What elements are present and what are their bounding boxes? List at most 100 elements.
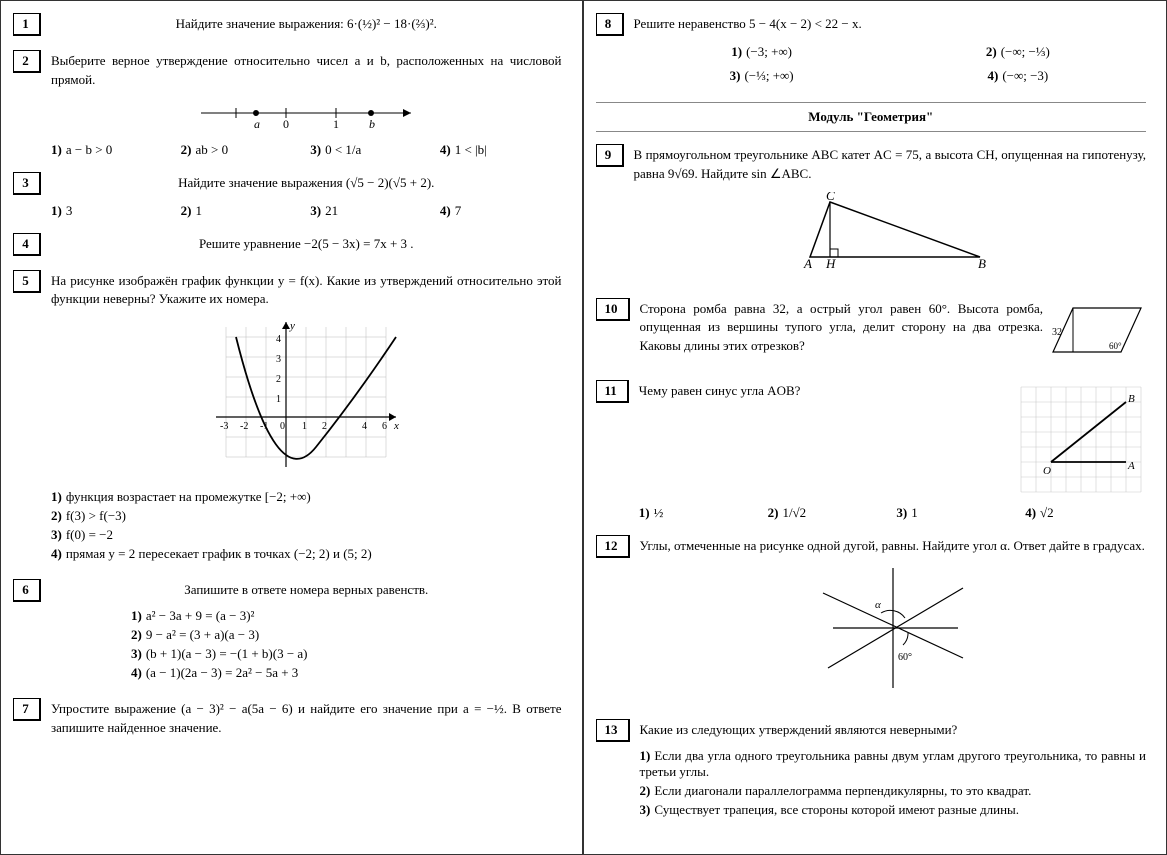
svg-text:a: a: [254, 117, 260, 128]
triangle-figure: A H C B: [634, 192, 1147, 276]
answer-opt: 21: [325, 203, 338, 218]
svg-text:0: 0: [280, 421, 285, 432]
statement: прямая y = 2 пересекает график в точках …: [66, 546, 372, 561]
statement: f(0) = −2: [66, 527, 113, 542]
problem-number: 5: [13, 270, 41, 293]
problem-number: 2: [13, 50, 41, 73]
answer-opt: 0 < 1/a: [325, 142, 361, 157]
page-right: 8 Решите неравенство 5 − 4(x − 2) < 22 −…: [584, 0, 1167, 855]
answer-opt: a − b > 0: [66, 142, 112, 157]
problem-text: Какие из следующих утверждений являются …: [640, 721, 1147, 740]
problem-6: 6 Запишите в ответе номера верных равенс…: [13, 579, 562, 684]
svg-text:B: B: [1128, 393, 1135, 405]
svg-text:4: 4: [276, 334, 281, 345]
statement: (b + 1)(a − 3) = −(1 + b)(3 − a): [146, 646, 308, 661]
statement: функция возрастает на промежутке [−2; +∞…: [66, 489, 311, 504]
problem-text: Запишите в ответе номера верных равенств…: [51, 581, 562, 600]
statement: Если два угла одного треугольника равны …: [640, 748, 1147, 779]
grid-angle-figure: O A B: [1016, 382, 1146, 501]
svg-text:x: x: [393, 420, 399, 432]
problem-10: 10 32 60° Сторона ромба равна 32, а остр…: [596, 298, 1147, 366]
svg-text:-1: -1: [260, 421, 268, 432]
problem-9: 9 В прямоугольном треугольнике ABC катет…: [596, 144, 1147, 284]
answer-opt: ½: [654, 505, 664, 520]
problem-text: Решите уравнение −2(5 − 3x) = 7x + 3 .: [51, 235, 562, 254]
answer-row: 1)a − b > 0 2)ab > 0 3)0 < 1/a 4)1 < |b|: [51, 142, 562, 158]
problem-12: 12 Углы, отмеченные на рисунке одной дуг…: [596, 535, 1147, 706]
problem-text: Упростите выражение (a − 3)² − a(5a − 6)…: [51, 700, 562, 738]
problem-number: 8: [596, 13, 624, 36]
svg-text:H: H: [825, 256, 836, 271]
answer-opt: 1: [911, 505, 918, 520]
star-angles-figure: α 60°: [640, 563, 1147, 697]
svg-text:6: 6: [382, 421, 387, 432]
answer-opt: 1 < |b|: [455, 142, 487, 157]
answer-row: 1)½ 2)1/√2 3)1 4)√2: [639, 505, 1146, 521]
parabola-figure: x y -3-2 -10 12 46 12 34: [51, 317, 562, 481]
svg-text:32: 32: [1052, 327, 1062, 338]
svg-text:A: A: [1127, 460, 1135, 472]
problem-text: Решите неравенство 5 − 4(x − 2) < 22 − x…: [634, 15, 1147, 34]
answer-opt: (−3; +∞): [746, 44, 792, 59]
statement: f(3) > f(−3): [66, 508, 126, 523]
answer-opt: (−⅓; +∞): [744, 68, 793, 83]
section-header: Модуль "Геометрия": [596, 102, 1147, 132]
svg-text:4: 4: [362, 421, 367, 432]
answer-opt: 1/√2: [782, 505, 806, 520]
svg-text:0: 0: [283, 117, 289, 128]
svg-text:B: B: [978, 256, 986, 271]
svg-text:y: y: [289, 320, 295, 332]
answer-opt: 1: [195, 203, 202, 218]
svg-text:1: 1: [302, 421, 307, 432]
problem-text: Найдите значение выражения: 6·(½)² − 18·…: [51, 15, 562, 34]
problem-text: В прямоугольном треугольнике ABC катет A…: [634, 146, 1147, 184]
answer-opt: √2: [1040, 505, 1054, 520]
problem-number: 7: [13, 698, 41, 721]
svg-text:3: 3: [276, 354, 281, 365]
statement: a² − 3a + 9 = (a − 3)²: [146, 608, 255, 623]
problem-text: Найдите значение выражения (√5 − 2)(√5 +…: [51, 174, 562, 193]
statement: Существует трапеция, все стороны которой…: [654, 802, 1019, 817]
page-left: 1 Найдите значение выражения: 6·(½)² − 1…: [0, 0, 584, 855]
answer-opt: 7: [455, 203, 462, 218]
statement: Если диагонали параллелограмма перпендик…: [654, 783, 1031, 798]
answer-row: 1)3 2)1 3)21 4)7: [51, 203, 562, 219]
rhombus-figure: 32 60°: [1051, 300, 1146, 366]
problem-number: 11: [596, 380, 629, 403]
problem-text: На рисунке изображён график функции y = …: [51, 272, 562, 310]
problem-number: 1: [13, 13, 41, 36]
problem-3: 3 Найдите значение выражения (√5 − 2)(√5…: [13, 172, 562, 219]
problem-8: 8 Решите неравенство 5 − 4(x − 2) < 22 −…: [596, 13, 1147, 88]
svg-text:2: 2: [322, 421, 327, 432]
statements: 1)функция возрастает на промежутке [−2; …: [51, 489, 562, 562]
svg-text:2: 2: [276, 374, 281, 385]
problem-1: 1 Найдите значение выражения: 6·(½)² − 1…: [13, 13, 562, 36]
problem-11: 11 O: [596, 380, 1147, 521]
answer-opt: (−∞; −3): [1002, 68, 1048, 83]
number-line-figure: a 0 1 b: [51, 98, 562, 132]
svg-text:α: α: [875, 599, 881, 611]
svg-text:b: b: [369, 117, 375, 128]
svg-text:60°: 60°: [898, 652, 912, 663]
problem-number: 12: [596, 535, 630, 558]
problem-number: 9: [596, 144, 624, 167]
statements: 1)a² − 3a + 9 = (a − 3)² 2)9 − a² = (3 +…: [131, 608, 562, 681]
statement: 9 − a² = (3 + a)(a − 3): [146, 627, 259, 642]
svg-text:C: C: [826, 192, 835, 203]
problem-number: 4: [13, 233, 41, 256]
svg-text:-3: -3: [220, 421, 228, 432]
svg-text:60°: 60°: [1109, 341, 1122, 351]
statements: 1)Если два угла одного треугольника равн…: [640, 748, 1147, 818]
statement: (a − 1)(2a − 3) = 2a² − 5a + 3: [146, 665, 298, 680]
problem-number: 13: [596, 719, 630, 742]
svg-text:1: 1: [333, 117, 339, 128]
problem-number: 6: [13, 579, 41, 602]
answer-opt: 3: [66, 203, 73, 218]
problem-text: Выберите верное утверждение относительно…: [51, 52, 562, 90]
svg-text:-2: -2: [240, 421, 248, 432]
problem-13: 13 Какие из следующих утверждений являют…: [596, 719, 1147, 821]
answer-opt: (−∞; −⅓): [1001, 44, 1050, 59]
answer-row: 1)(−3; +∞) 2)(−∞; −⅓) 3)(−⅓; +∞) 4)(−∞; …: [634, 40, 1147, 88]
problem-text: Углы, отмеченные на рисунке одной дугой,…: [640, 537, 1147, 556]
svg-text:O: O: [1043, 465, 1051, 477]
